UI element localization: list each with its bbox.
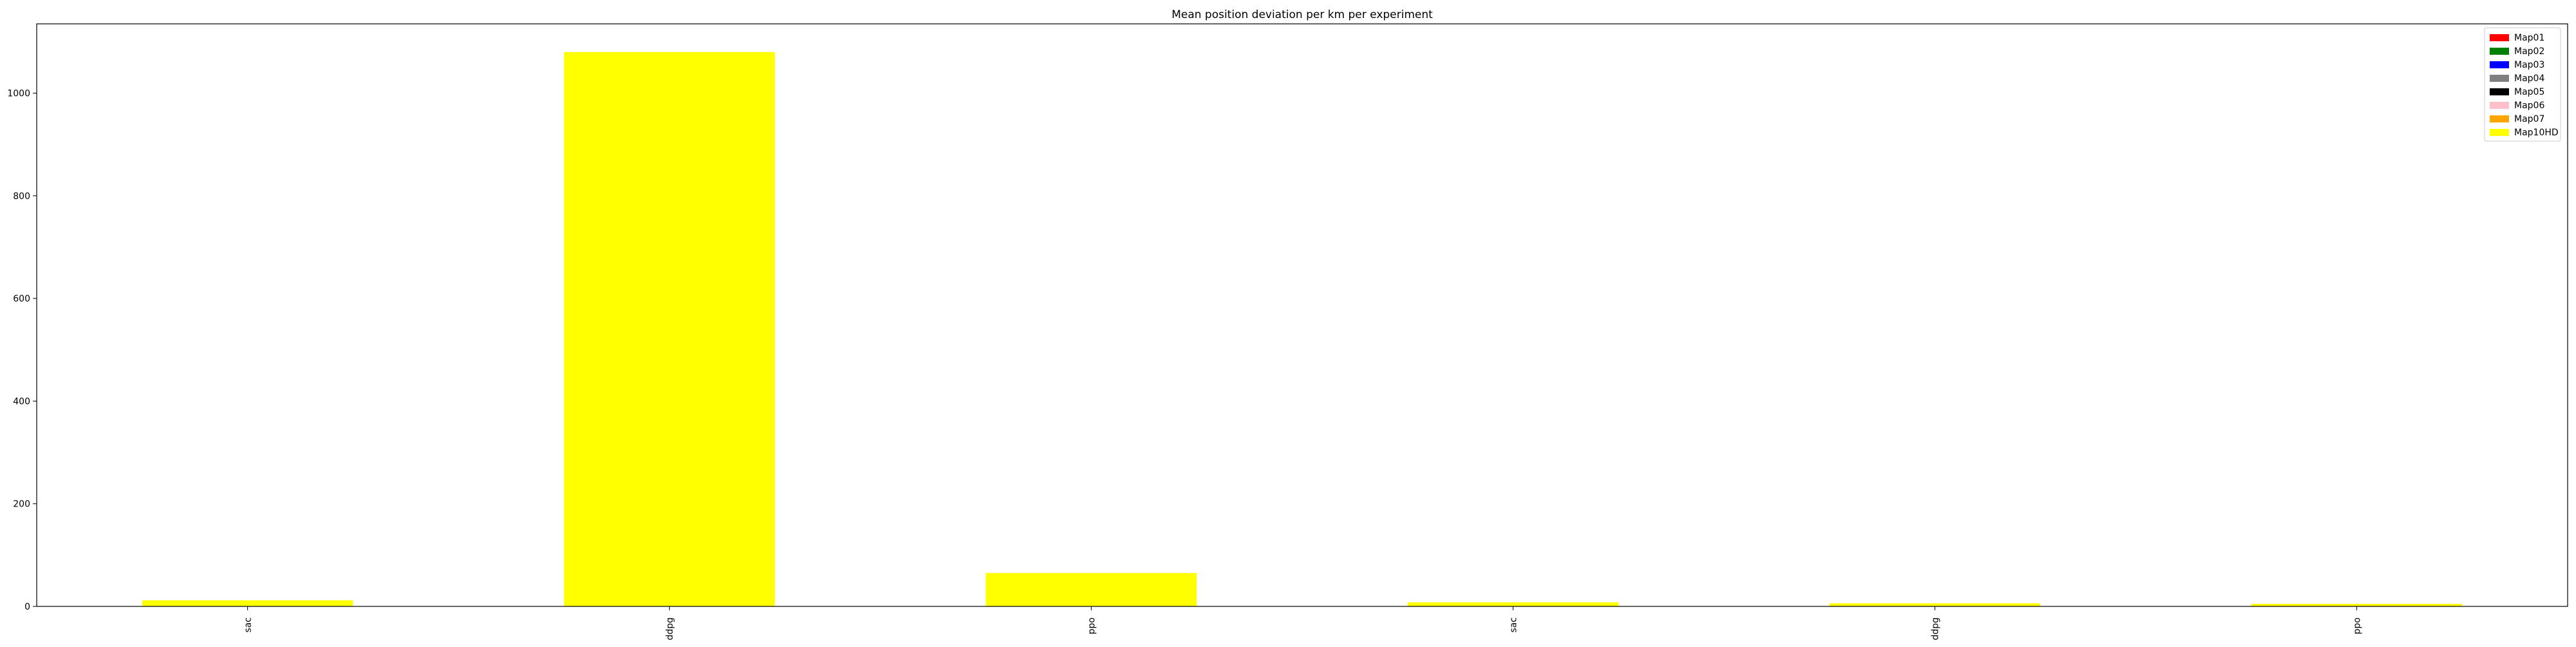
legend-swatch-map05 (2490, 88, 2509, 95)
y-tick-label: 200 (13, 499, 30, 510)
legend-label-map07: Map07 (2514, 114, 2544, 124)
legend-swatch-map10hd (2490, 129, 2509, 136)
x-tick-label: ppo (2353, 617, 2363, 634)
legend-label-map06: Map06 (2514, 101, 2544, 111)
legend-label-map05: Map05 (2514, 87, 2544, 97)
x-tick-label: ppo (1087, 617, 1097, 634)
y-axis: 0 200 400 600 800 1000 (7, 89, 37, 612)
bar-map10hd-1 (564, 52, 775, 607)
legend-box (2484, 27, 2561, 142)
y-tick-label: 400 (13, 396, 30, 407)
legend-swatch-map06 (2490, 102, 2509, 109)
chart-title: Mean position deviation per km per exper… (1171, 8, 1433, 21)
x-tick-label: ddpg (1931, 617, 1941, 641)
legend-label-map03: Map03 (2514, 60, 2544, 70)
legend-swatch-map02 (2490, 48, 2509, 55)
y-tick-label: 800 (13, 191, 30, 202)
legend-label-map04: Map04 (2514, 73, 2544, 84)
legend-swatch-map03 (2490, 61, 2509, 68)
x-tick-label: sac (243, 617, 254, 633)
legend-swatch-map04 (2490, 75, 2509, 82)
bar-map10hd-5 (2251, 604, 2463, 606)
bars (142, 52, 2463, 607)
y-tick-label: 600 (13, 294, 30, 304)
bar-map10hd-0 (142, 600, 354, 606)
legend-swatch-map07 (2490, 115, 2509, 122)
y-tick-label: 0 (24, 602, 30, 612)
x-tick-label: ddpg (665, 617, 676, 641)
x-tick-label: sac (1509, 617, 1519, 633)
legend: Map01 Map02 Map03 Map04 Map05 Map06 Map07 Map10… (2484, 27, 2561, 142)
y-tick-label: 1000 (7, 89, 30, 99)
x-axis: sac ddpg ppo sac ddpg ppo (243, 606, 2363, 641)
legend-label-map01: Map01 (2514, 33, 2544, 43)
bar-map10hd-3 (1407, 602, 1619, 606)
plot-frame (36, 23, 2568, 607)
legend-label-map10hd: Map10HD (2514, 128, 2559, 138)
legend-swatch-map01 (2490, 34, 2509, 41)
legend-label-map02: Map02 (2514, 46, 2544, 57)
bar-map10hd-4 (1829, 603, 2041, 606)
bar-map10hd-2 (985, 573, 1197, 606)
